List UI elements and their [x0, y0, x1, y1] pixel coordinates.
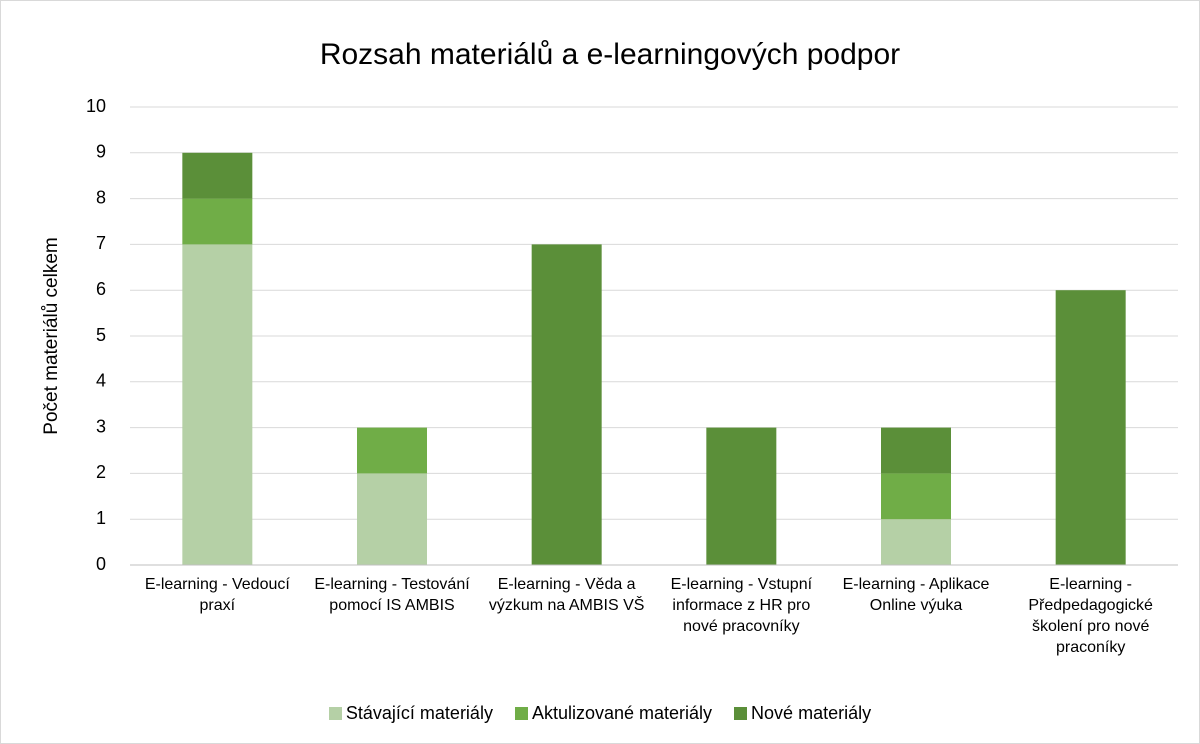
bar-segment — [531, 244, 602, 565]
legend: Stávající materiály Aktulizované materiál… — [0, 703, 1200, 724]
bar-segment — [1055, 290, 1126, 565]
y-tick-label: 3 — [96, 416, 106, 436]
bar-segment — [881, 427, 951, 474]
bar-segment — [881, 473, 951, 520]
legend-label: Nové materiály — [751, 703, 872, 723]
bar-segment — [357, 473, 427, 565]
y-tick-label: 6 — [96, 279, 106, 299]
bar-segment — [182, 198, 253, 245]
y-tick-label: 10 — [86, 96, 106, 116]
legend-item: Aktulizované materiály — [514, 703, 713, 724]
y-tick-label: 9 — [96, 142, 106, 162]
x-tick-label: E-learning - Vedoucí praxí — [144, 576, 290, 614]
x-tick-label: E-learning - Aplikace Online výuka — [842, 576, 990, 614]
legend-swatch — [734, 707, 748, 720]
bar-segment — [881, 519, 951, 565]
y-tick-label: 4 — [96, 371, 106, 391]
chart-title: Rozsah materiálů a e-learningových podpo… — [320, 38, 900, 71]
y-tick-label: 0 — [96, 554, 106, 574]
x-tick-label: E-learning - Věda a výzkum na AMBIS VŠ — [488, 576, 645, 614]
legend-swatch — [328, 707, 342, 720]
bar-segment — [182, 244, 253, 565]
legend-item: Stávající materiály — [328, 703, 493, 724]
legend-item: Nové materiály — [734, 703, 871, 724]
x-tick-label: E-learning - Vstupní informace z HR pro … — [670, 576, 813, 635]
legend-label: Stávající materiály — [345, 703, 493, 723]
legend-label: Aktulizované materiály — [531, 703, 713, 723]
y-tick-label: 7 — [96, 233, 106, 253]
x-tick-label: E-learning - Předpedagogické školení pro… — [1028, 576, 1153, 656]
bar-segment — [357, 427, 427, 474]
y-tick-label: 5 — [96, 325, 106, 345]
legend-swatch — [514, 707, 528, 720]
y-tick-label: 8 — [96, 187, 106, 207]
y-tick-label: 1 — [96, 508, 106, 528]
bar-segment — [182, 152, 253, 199]
y-tick-label: 2 — [96, 462, 106, 482]
x-tick-label: E-learning - Testování pomocí IS AMBIS — [314, 576, 470, 614]
y-axis-label: Počet materiálů celkem — [41, 237, 62, 434]
bar-segment — [706, 427, 777, 565]
